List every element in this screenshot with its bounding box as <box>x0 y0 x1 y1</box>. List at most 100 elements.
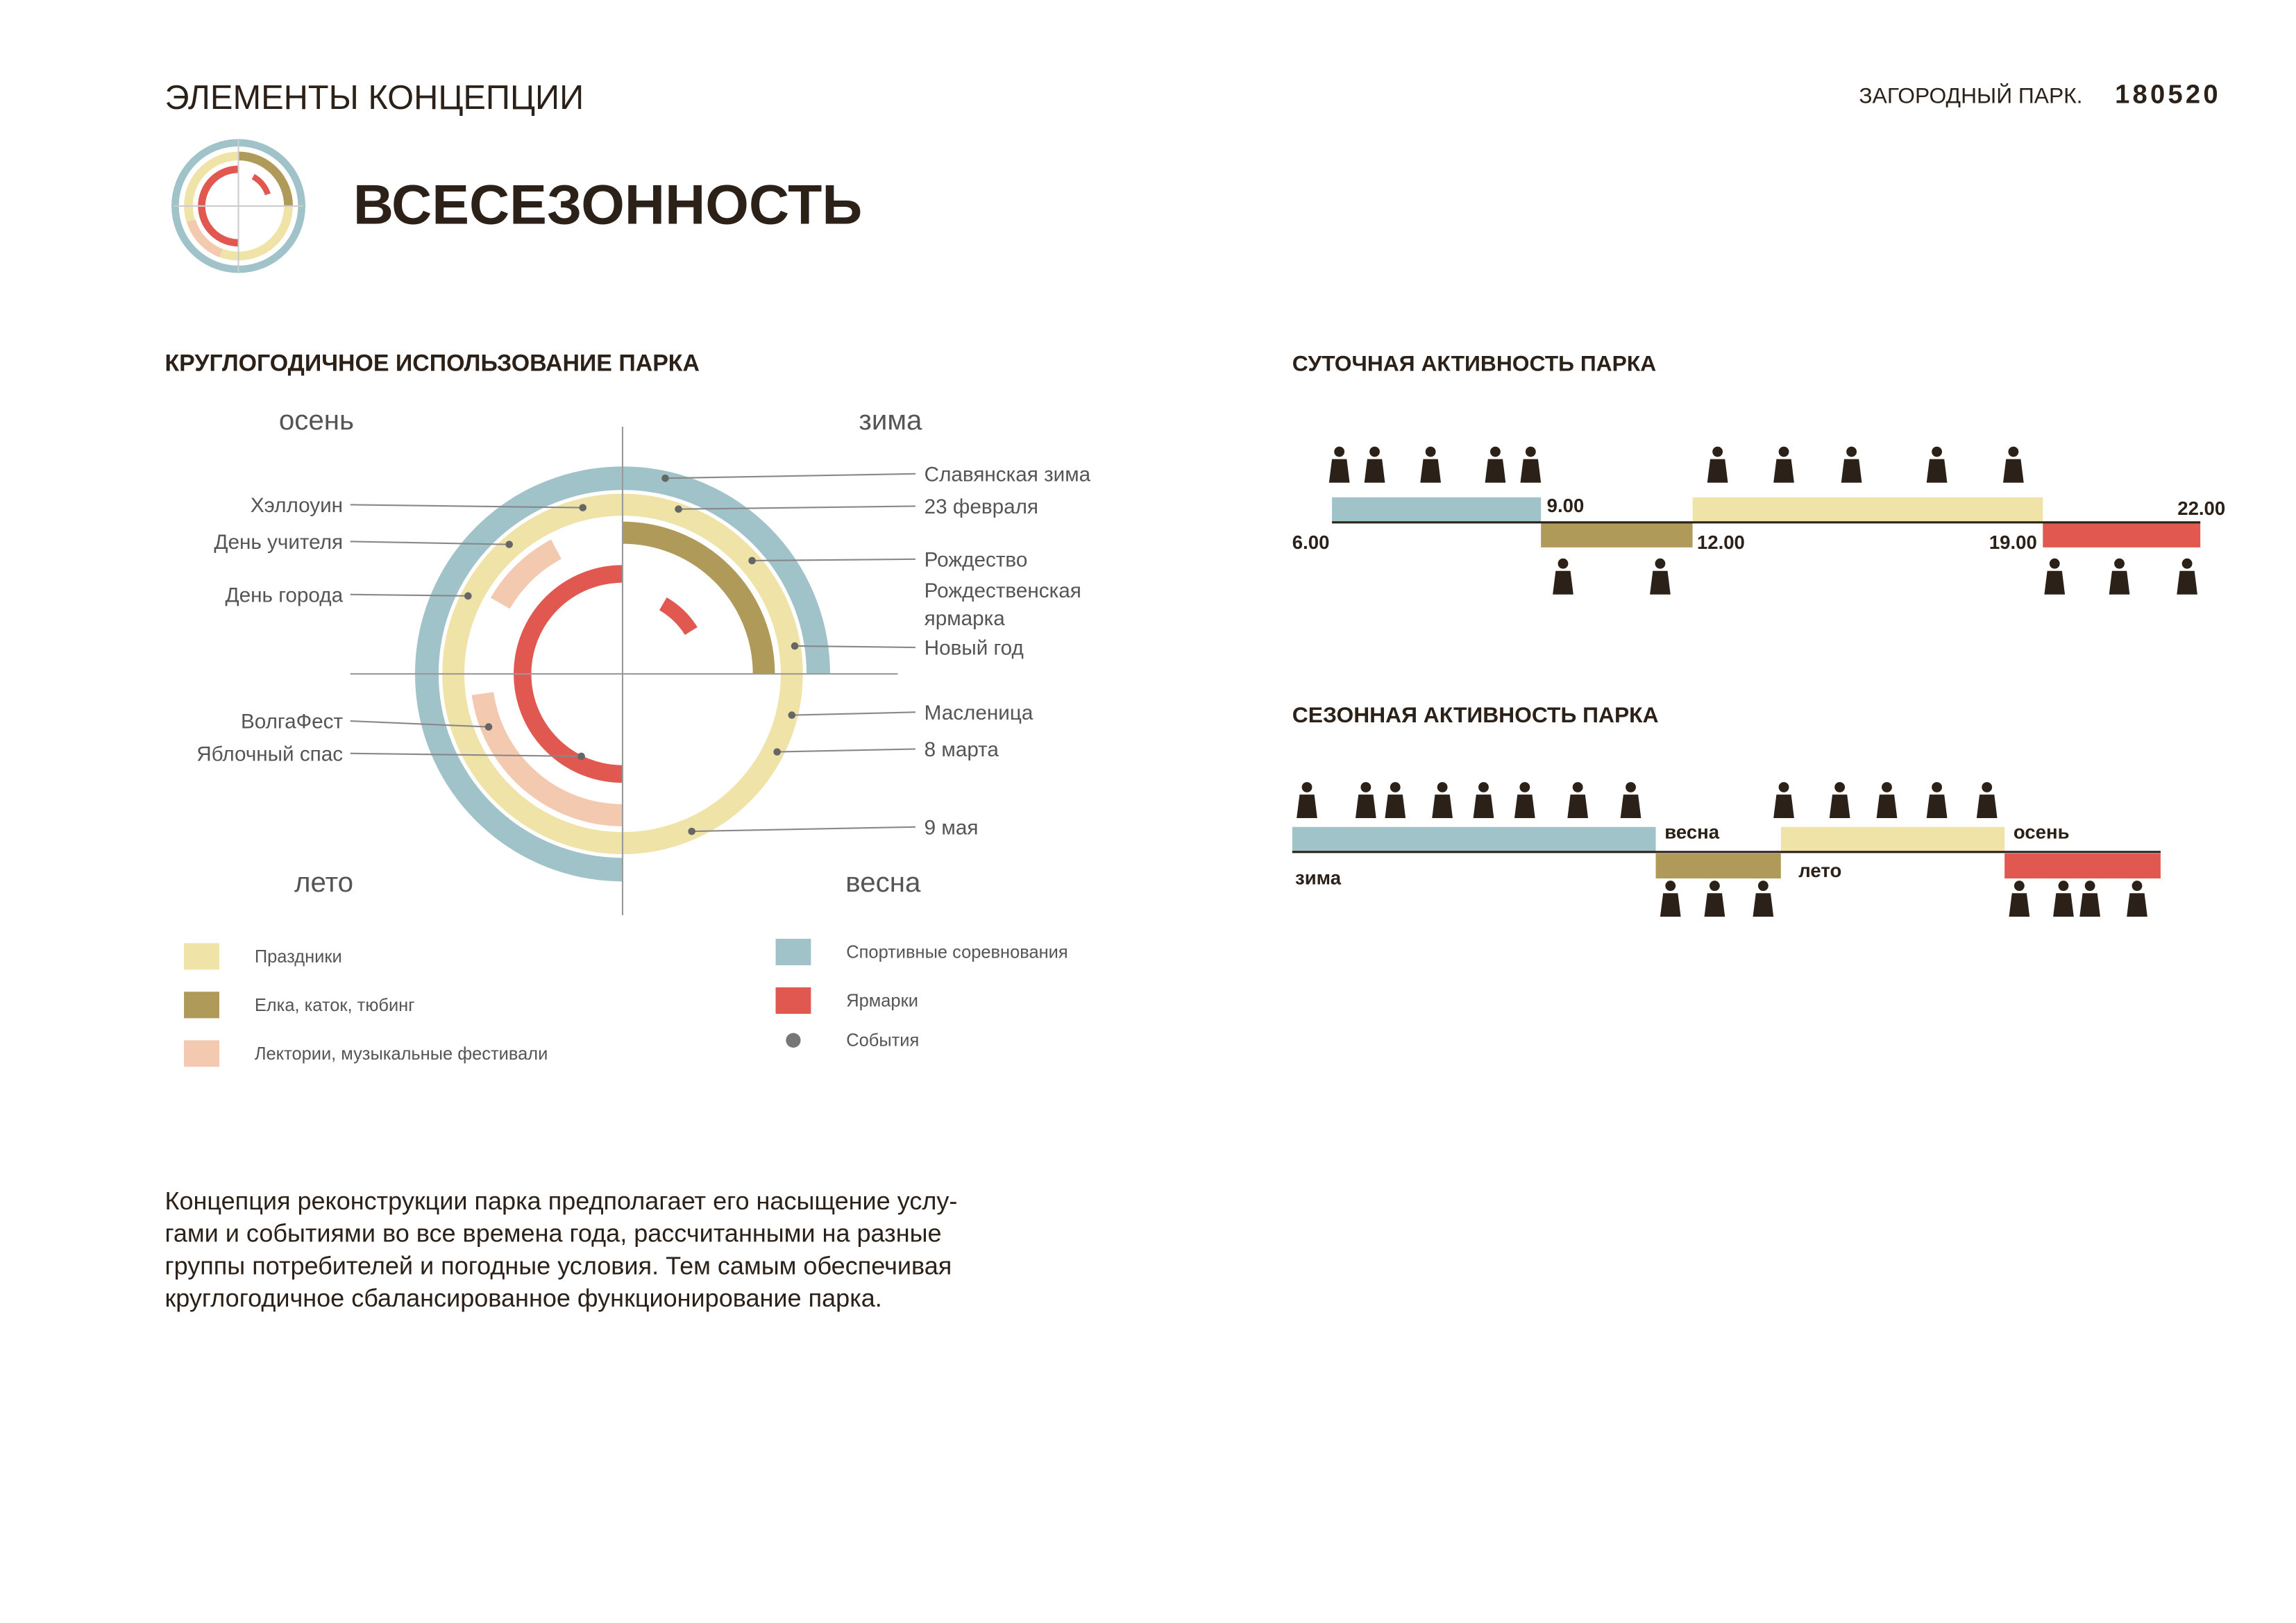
icon <box>1660 893 1681 917</box>
icon <box>1490 446 1501 457</box>
leader-line <box>791 711 915 716</box>
icon <box>1355 794 1376 819</box>
ring-arc <box>471 692 623 826</box>
event-label: Рождество <box>925 548 1028 571</box>
leader-line <box>795 645 915 649</box>
icon <box>1620 794 1641 819</box>
legend-swatch <box>184 943 219 970</box>
icon <box>1757 881 1769 892</box>
icon <box>1704 893 1725 917</box>
icon <box>1626 782 1636 792</box>
icon <box>1707 459 1728 483</box>
season-bar <box>1780 826 2005 852</box>
leader-line <box>350 541 509 545</box>
ring-arc <box>622 521 775 674</box>
event-label: Рождественская <box>925 579 1081 602</box>
icon <box>1485 459 1506 483</box>
season-bar-label: зима <box>1295 867 1342 888</box>
description-line: гами и событиями во все времена года, ра… <box>164 1219 941 1248</box>
icon <box>2127 893 2147 917</box>
legend-label: События <box>846 1031 919 1051</box>
event-label: Масленица <box>925 702 1033 724</box>
legend-label: Праздники <box>255 947 342 967</box>
legend-label: Лектории, музыкальные фестивали <box>255 1044 548 1064</box>
icon <box>1932 782 1943 792</box>
season-bar-label: осень <box>2014 822 2070 843</box>
legend-swatch <box>184 1040 219 1067</box>
time-bar <box>1692 497 2043 522</box>
icon <box>2053 893 2074 917</box>
icon <box>1846 446 1857 457</box>
ring-arc <box>622 674 832 883</box>
project-name: ЗАГОРОДНЫЙ ПАРК. <box>1859 83 2082 108</box>
legend-swatch <box>775 938 811 966</box>
icon <box>1432 794 1453 819</box>
season-bar <box>2004 853 2161 878</box>
icon <box>2008 446 2019 457</box>
time-label: 6.00 <box>1292 532 1330 553</box>
icon <box>1773 459 1794 483</box>
season-label: зима <box>859 405 922 436</box>
event-dot <box>675 505 682 513</box>
event-dot <box>791 642 799 650</box>
icon <box>1520 459 1542 483</box>
block-title: СЕЗОННАЯ АКТИВНОСТЬ ПАРКА <box>1292 702 1659 727</box>
icon <box>1437 782 1448 792</box>
time-bar <box>1332 497 1542 522</box>
ring-arc <box>659 597 698 636</box>
event-label: Новый год <box>925 637 1024 660</box>
icon <box>1650 570 1671 595</box>
event-label: День города <box>226 584 344 606</box>
icon <box>1876 794 1898 819</box>
season-label: лето <box>294 867 353 898</box>
icon <box>2177 570 2197 595</box>
block-title: КРУГЛОГОДИЧНОЕ ИСПОЛЬЗОВАНИЕ ПАРКА <box>164 350 700 376</box>
time-bar <box>2043 522 2201 547</box>
icon <box>1385 794 1406 819</box>
leader-line <box>350 720 489 728</box>
event-label: ярмарка <box>925 607 1006 630</box>
event-dot <box>661 474 669 482</box>
icon <box>1665 881 1676 892</box>
icon <box>1558 558 1569 569</box>
icon <box>1473 794 1494 819</box>
event-label: 23 февраля <box>925 495 1038 518</box>
event-label: Яблочный спас <box>196 742 343 765</box>
description-line: группы потребителей и погодные условия. … <box>164 1251 952 1280</box>
season-label: осень <box>279 405 354 436</box>
section-title: ЭЛЕМЕНТЫ КОНЦЕПЦИИ <box>164 79 584 117</box>
season-bar-label: весна <box>1664 822 1719 843</box>
icon <box>1328 459 1350 483</box>
event-dot <box>688 827 695 835</box>
icon <box>1360 782 1371 792</box>
event-dot <box>577 752 585 760</box>
icon <box>2084 881 2095 892</box>
leader-line <box>350 504 583 509</box>
event-label: ВолгаФест <box>241 711 344 733</box>
time-label: 9.00 <box>1547 495 1585 516</box>
season-bar <box>1655 853 1781 878</box>
icon <box>2109 570 2130 595</box>
icon <box>2003 459 2024 483</box>
ring-arc <box>490 539 562 609</box>
legend-label: Спортивные соревнования <box>846 942 1067 962</box>
season-label: весна <box>845 867 921 898</box>
icon <box>1926 459 1948 483</box>
season-bar-label: лето <box>1798 860 1841 881</box>
icon <box>1334 446 1345 457</box>
leader-line <box>752 558 915 562</box>
event-dot <box>464 592 472 600</box>
icon <box>1525 446 1536 457</box>
leader-line <box>777 748 915 753</box>
icon <box>1369 446 1380 457</box>
event-dot <box>748 556 756 565</box>
description-line: круглогодичное сбалансированное функцион… <box>164 1284 881 1312</box>
icon <box>1773 794 1794 819</box>
icon <box>1567 794 1589 819</box>
icon <box>1301 782 1312 792</box>
icon <box>1553 570 1573 595</box>
icon <box>1753 893 1774 917</box>
icon <box>1709 881 1720 892</box>
icon <box>2009 893 2030 917</box>
